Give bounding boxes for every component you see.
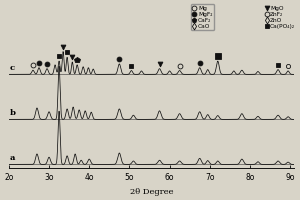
Legend: MgO, ZnF₂, ZnO, Ca(PO₄)₂: MgO, ZnF₂, ZnO, Ca(PO₄)₂: [263, 4, 297, 30]
Text: c: c: [10, 64, 15, 72]
Text: a: a: [10, 154, 16, 162]
Text: b: b: [10, 109, 16, 117]
X-axis label: 2θ Degree: 2θ Degree: [130, 188, 173, 196]
